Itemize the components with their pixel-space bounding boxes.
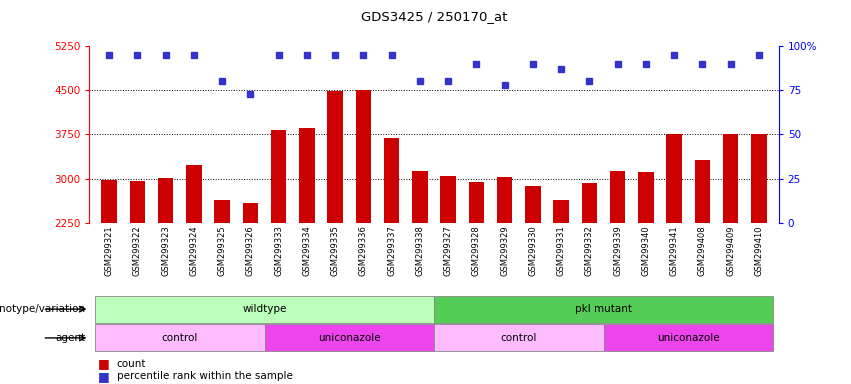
Bar bbox=[129, 180, 146, 223]
Bar bbox=[299, 128, 315, 223]
Bar bbox=[265, 324, 434, 351]
Bar bbox=[95, 324, 265, 351]
Bar bbox=[243, 203, 258, 223]
Bar bbox=[666, 134, 682, 223]
Text: uniconazole: uniconazole bbox=[657, 333, 720, 343]
Bar bbox=[328, 91, 343, 223]
Bar bbox=[751, 134, 767, 223]
Bar bbox=[412, 172, 428, 223]
Bar bbox=[440, 176, 456, 223]
Bar bbox=[95, 296, 434, 323]
Bar bbox=[469, 182, 484, 223]
Text: ■: ■ bbox=[98, 370, 110, 383]
Text: count: count bbox=[117, 359, 146, 369]
Bar bbox=[497, 177, 512, 223]
Bar bbox=[610, 172, 625, 223]
Text: control: control bbox=[500, 333, 537, 343]
Bar bbox=[525, 186, 540, 223]
Bar bbox=[434, 324, 603, 351]
Text: pkl mutant: pkl mutant bbox=[575, 304, 632, 314]
Bar bbox=[101, 180, 117, 223]
Text: wildtype: wildtype bbox=[243, 304, 287, 314]
Text: genotype/variation: genotype/variation bbox=[0, 304, 85, 314]
Bar bbox=[694, 160, 710, 223]
Text: control: control bbox=[162, 333, 198, 343]
Bar bbox=[603, 324, 773, 351]
Text: percentile rank within the sample: percentile rank within the sample bbox=[117, 371, 293, 381]
Bar bbox=[581, 183, 597, 223]
Text: ■: ■ bbox=[98, 358, 110, 371]
Bar bbox=[553, 200, 569, 223]
Text: agent: agent bbox=[55, 333, 85, 343]
Bar bbox=[638, 172, 654, 223]
Text: GDS3425 / 250170_at: GDS3425 / 250170_at bbox=[361, 10, 507, 23]
Bar bbox=[271, 130, 287, 223]
Bar bbox=[186, 165, 202, 223]
Bar bbox=[158, 178, 174, 223]
Bar bbox=[356, 89, 371, 223]
Bar bbox=[384, 138, 399, 223]
Bar bbox=[722, 134, 739, 223]
Bar bbox=[214, 200, 230, 223]
Bar bbox=[434, 296, 773, 323]
Text: uniconazole: uniconazole bbox=[318, 333, 380, 343]
